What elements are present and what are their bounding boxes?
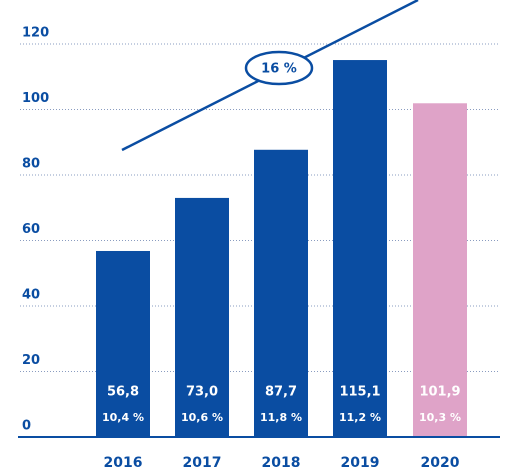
annotation: 16 % bbox=[261, 62, 297, 77]
value-label: 115,1 bbox=[339, 385, 380, 400]
percent-label: 10,3 % bbox=[419, 411, 461, 424]
percent-label: 11,2 % bbox=[339, 411, 381, 424]
bar bbox=[175, 197, 229, 437]
percent-label: 11,8 % bbox=[260, 411, 302, 424]
x-tick-label: 2018 bbox=[262, 455, 301, 471]
value-label: 73,0 bbox=[186, 385, 218, 400]
y-tick-label: 40 bbox=[22, 288, 40, 303]
percent-label: 10,6 % bbox=[181, 411, 223, 424]
bar bbox=[254, 149, 308, 437]
bar bbox=[413, 103, 467, 437]
y-tick-label: 80 bbox=[22, 157, 40, 172]
bar bbox=[333, 60, 387, 438]
x-tick-label: 2017 bbox=[183, 455, 222, 471]
value-label: 56,8 bbox=[107, 385, 139, 400]
y-tick-label: 0 bbox=[22, 419, 31, 434]
value-label: 101,9 bbox=[419, 385, 460, 400]
x-tick-label: 2020 bbox=[421, 455, 460, 471]
x-tick-label: 2016 bbox=[104, 455, 143, 471]
y-tick-label: 60 bbox=[22, 222, 40, 237]
x-tick-label: 2019 bbox=[341, 455, 380, 471]
value-label: 87,7 bbox=[265, 385, 297, 400]
bar bbox=[96, 250, 150, 437]
annotation-ellipse bbox=[244, 50, 314, 86]
percent-label: 10,4 % bbox=[102, 411, 144, 424]
y-tick-label: 100 bbox=[22, 91, 49, 106]
y-tick-label: 20 bbox=[22, 353, 40, 368]
y-tick-label: 120 bbox=[22, 26, 49, 41]
